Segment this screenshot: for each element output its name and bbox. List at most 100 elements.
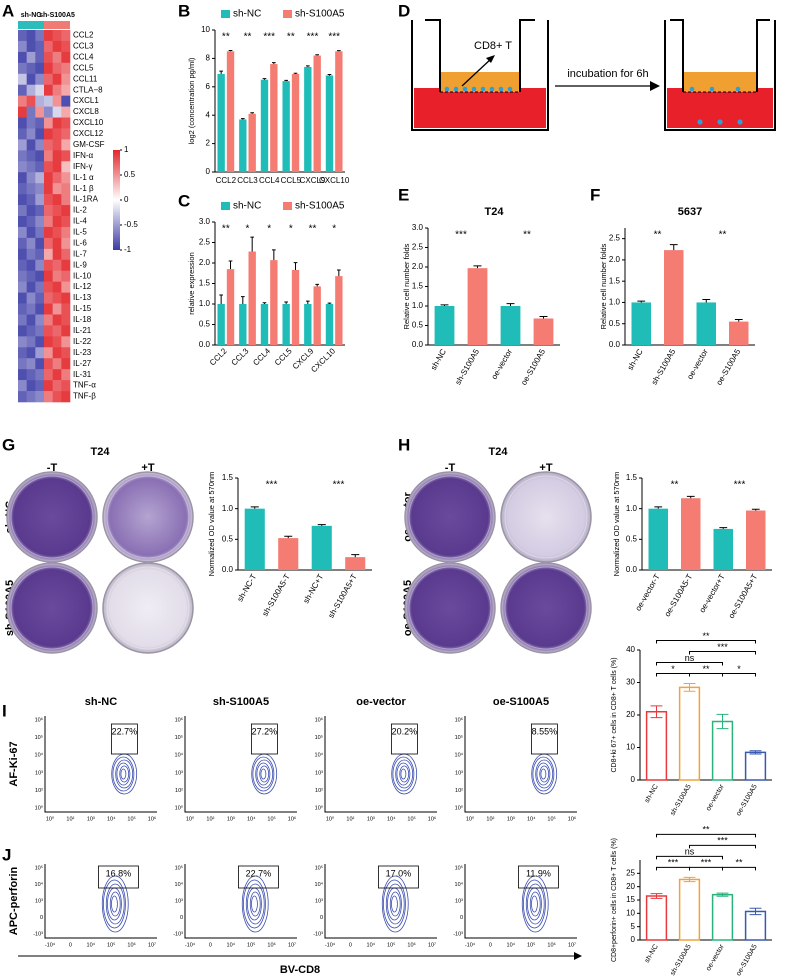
flow-x-tick: 10⁶	[288, 815, 296, 822]
error-bar	[317, 524, 326, 526]
contour	[391, 895, 398, 913]
y-tick-label: 0	[631, 775, 636, 784]
contour	[252, 756, 275, 792]
heatmap-cell	[52, 380, 62, 392]
comparison-label: ***	[717, 642, 728, 652]
heatmap-cell	[18, 226, 27, 239]
chart-title: 5637	[678, 206, 702, 218]
y-axis-label: log2 (concentration pg/ml)	[187, 57, 196, 144]
heatmap-cell	[44, 391, 53, 403]
error-bar	[669, 244, 678, 251]
plate-rim	[10, 475, 94, 559]
x-tick-label: sh-NC	[644, 783, 660, 804]
heatmap-cell	[26, 95, 36, 107]
heatmap-cell	[18, 51, 27, 64]
row-label: CCL3	[73, 42, 94, 51]
flow-y-tick: 10⁵	[315, 864, 323, 871]
bar	[325, 304, 334, 345]
heatmap-cell	[61, 237, 71, 250]
flow-axes	[324, 716, 437, 813]
y-tick-label: 10	[201, 25, 210, 34]
significance: *	[246, 224, 250, 235]
heatmap-cell	[61, 128, 71, 140]
x-tick-label: CCL2	[216, 176, 237, 185]
panel-letter: E	[398, 185, 409, 204]
significance: **	[222, 32, 230, 43]
heatmap-cell	[26, 303, 36, 315]
significance: *	[332, 224, 336, 235]
contour	[532, 756, 555, 792]
bar	[313, 55, 321, 173]
plate-column-label: +T	[141, 462, 154, 474]
bar	[260, 304, 269, 345]
contour	[107, 887, 122, 921]
heatmap-cell	[26, 139, 36, 151]
x-tick-label: CCL4	[251, 346, 272, 367]
legend-swatch	[283, 202, 292, 210]
gate-percent: 8.55%	[532, 726, 558, 736]
heatmap-cell	[18, 391, 27, 403]
flow-x-tick: 0	[69, 942, 72, 948]
y-tick-label: 2.0	[412, 262, 424, 271]
heatmap-cell	[26, 205, 36, 217]
contour	[395, 759, 414, 789]
heatmap-cell	[35, 226, 45, 239]
flow-y-tick: -10³	[173, 931, 183, 937]
row-label: CXCL12	[73, 129, 104, 138]
comparison-label: ns	[685, 847, 695, 857]
error-bar	[305, 300, 310, 304]
flow-x-tick: 10⁰	[466, 815, 475, 822]
error-bar	[351, 554, 360, 558]
comparison-bracket	[656, 855, 723, 860]
row-label: IL-31	[73, 370, 92, 379]
heatmap-cell	[44, 40, 53, 53]
heatmap-cell	[35, 292, 45, 304]
flow-x-tick: 10²	[66, 816, 74, 822]
y-tick-label: 30	[626, 678, 635, 687]
y-axis-label: Relative cell number folds	[599, 243, 608, 329]
y-tick-label: 6	[206, 82, 211, 91]
flow-column-title: sh-S100A5	[213, 696, 269, 708]
heatmap-cell	[26, 172, 36, 184]
y-axis-label: Normalized OD value at 570nm	[207, 472, 216, 577]
heatmap-cell	[44, 161, 53, 173]
flow-axes	[184, 864, 297, 939]
x-tick-label: sh-S100A5	[650, 347, 678, 386]
heatmap-cell	[61, 259, 71, 272]
significance: ***	[328, 32, 340, 43]
gate	[531, 723, 558, 755]
heatmap-cell	[35, 314, 45, 326]
bar	[678, 686, 701, 781]
bar	[244, 508, 265, 570]
heatmap-cell	[44, 336, 53, 348]
heatmap-cell	[61, 84, 71, 96]
flow-x-tick: 10⁵	[407, 815, 415, 822]
flow-x-tick: 10⁶	[547, 941, 555, 948]
error-bar	[272, 62, 276, 65]
contour	[396, 762, 411, 786]
bar	[335, 51, 343, 172]
x-tick-label: sh-NC+T	[301, 572, 325, 605]
x-tick-label: oe-vector	[705, 783, 726, 812]
gate-percent: 11.9%	[526, 868, 551, 878]
flow-y-tick: 10⁰	[175, 804, 184, 811]
flow-x-tick: 10⁵	[247, 941, 255, 948]
significance: ***	[263, 32, 275, 43]
heatmap-cell	[44, 30, 53, 42]
row-label: TNF-β	[73, 392, 96, 401]
row-label: IL-15	[73, 304, 92, 313]
t-cells	[689, 86, 743, 125]
flow-x-tick: 0	[489, 942, 492, 948]
error-bar	[262, 302, 267, 304]
bar	[500, 306, 521, 345]
contour	[241, 875, 269, 933]
flow-x-tick: -10⁴	[325, 941, 336, 948]
error-bar	[284, 535, 293, 539]
heatmap-cell	[44, 62, 53, 75]
heatmap-cell	[18, 73, 27, 86]
y-tick-label: 0.0	[609, 340, 621, 349]
heatmap-cell	[44, 237, 53, 250]
row-label: GM-CSF	[73, 140, 105, 149]
panel-letter: A	[2, 1, 14, 20]
heatmap-cell	[52, 292, 62, 304]
